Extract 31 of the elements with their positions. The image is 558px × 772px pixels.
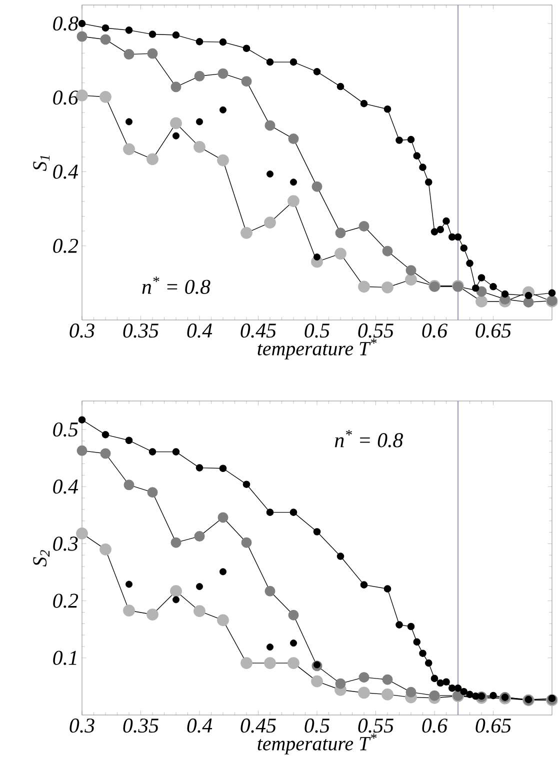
x-tick-label: 0.3 bbox=[70, 324, 95, 338]
y-axis-title: S$_{2}$ bbox=[33, 550, 50, 566]
x-tick-label: 0.5 bbox=[304, 324, 330, 338]
y-tick-label: 0.5 bbox=[53, 422, 78, 437]
annotation: n$^{*}$ = 0.8 bbox=[335, 430, 404, 448]
x-tick-label: 0.6 bbox=[422, 324, 448, 338]
y-tick-label: 0.8 bbox=[53, 16, 78, 31]
x-tick-label: 0.5 bbox=[304, 718, 330, 733]
x-tick-label: 0.45 bbox=[240, 718, 276, 733]
x-tick-label: 0.65 bbox=[476, 324, 512, 338]
x-tick-label: 0.4 bbox=[187, 718, 212, 733]
y-tick-label: 0.4 bbox=[53, 164, 78, 179]
x-tick-label: 0.3 bbox=[70, 718, 95, 733]
x-tick-label: 0.4 bbox=[187, 324, 212, 338]
x-tick-label: 0.6 bbox=[422, 718, 448, 733]
y-tick-label: 0.6 bbox=[53, 90, 79, 105]
x-tick-label: 0.35 bbox=[123, 718, 159, 733]
annotation: n$^{*}$ = 0.8 bbox=[142, 276, 210, 294]
x-axis-title: temperature T$^{*}$ bbox=[258, 338, 377, 360]
y-axis-title: S$_{1}$ bbox=[33, 156, 50, 171]
x-tick-label: 0.55 bbox=[358, 324, 394, 338]
y-tick-label: 0.2 bbox=[53, 594, 78, 608]
x-tick-label: 0.55 bbox=[358, 718, 394, 733]
y-tick-label: 0.2 bbox=[53, 238, 78, 253]
x-axis-title: temperature T$^{*}$ bbox=[258, 734, 377, 754]
y-tick-label: 0.1 bbox=[53, 650, 76, 666]
x-tick-label: 0.45 bbox=[240, 324, 276, 338]
y-tick-label: 0.4 bbox=[53, 480, 78, 494]
y-tick-label: 0.3 bbox=[53, 536, 78, 551]
x-tick-label: 0.35 bbox=[123, 324, 159, 338]
x-tick-label: 0.65 bbox=[476, 718, 512, 733]
